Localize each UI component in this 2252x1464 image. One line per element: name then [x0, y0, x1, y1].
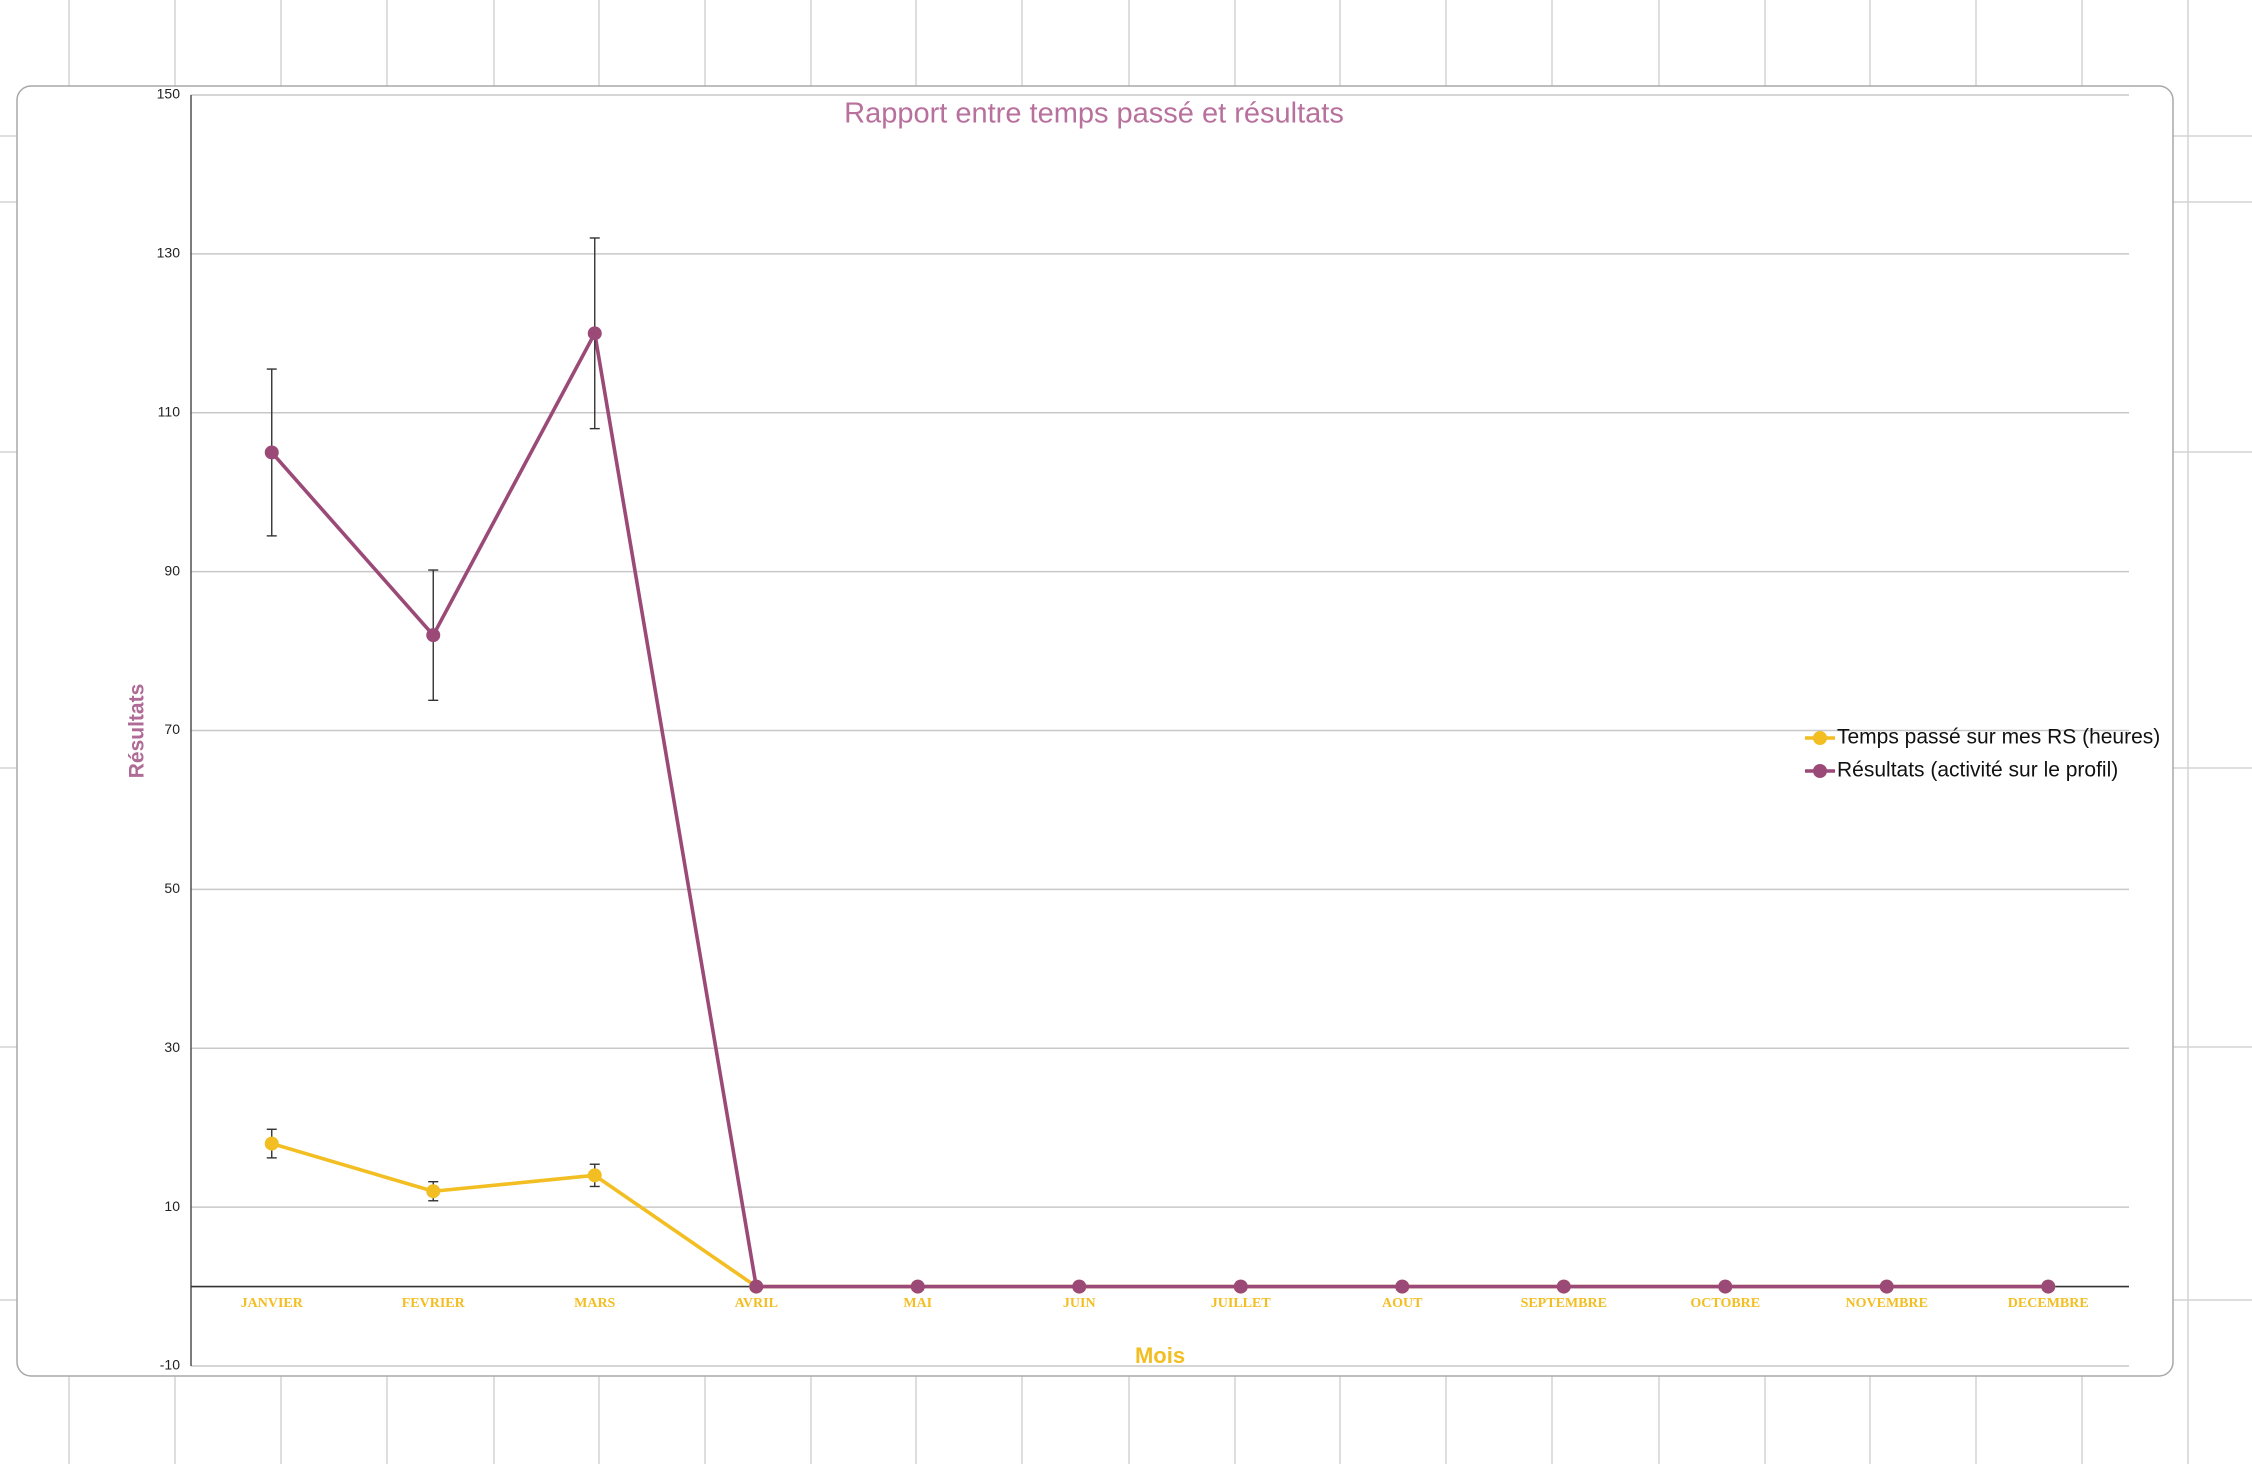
- data-point: [2041, 1279, 2056, 1294]
- x-tick-label: NOVEMBRE: [1846, 1296, 1928, 1311]
- chart-title: Rapport entre temps passé et résultats: [844, 98, 1344, 130]
- y-tick-label: 110: [158, 403, 181, 419]
- data-point: [1395, 1279, 1410, 1294]
- x-tick-label: JUILLET: [1211, 1296, 1272, 1311]
- x-tick-label: FEVRIER: [402, 1296, 466, 1311]
- data-point: [264, 1136, 279, 1151]
- y-tick-label: 70: [164, 721, 180, 737]
- data-point: [587, 326, 602, 341]
- y-tick-label: 90: [164, 562, 180, 578]
- legend-swatch: [1813, 764, 1827, 778]
- data-point: [1879, 1279, 1894, 1294]
- x-tick-label: SEPTEMBRE: [1521, 1296, 1607, 1311]
- x-tick-label: OCTOBRE: [1690, 1296, 1760, 1311]
- data-point: [910, 1279, 925, 1294]
- data-point: [587, 1168, 602, 1183]
- x-tick-label: MARS: [574, 1296, 615, 1311]
- data-point: [749, 1279, 764, 1294]
- data-point: [426, 628, 441, 643]
- data-point: [1556, 1279, 1571, 1294]
- y-tick-label: 130: [157, 245, 181, 261]
- x-tick-label: AVRIL: [735, 1296, 778, 1311]
- x-tick-label: JUIN: [1063, 1296, 1096, 1311]
- data-point: [1072, 1279, 1087, 1294]
- y-tick-label: 30: [164, 1039, 180, 1055]
- data-point: [264, 445, 279, 460]
- y-axis-title: Résultats: [126, 684, 149, 779]
- legend-label: Résultats (activité sur le profil): [1837, 759, 2118, 782]
- y-tick-label: 150: [157, 86, 181, 102]
- data-point: [426, 1184, 441, 1199]
- x-axis-title: Mois: [1135, 1343, 1185, 1368]
- data-point: [1233, 1279, 1248, 1294]
- x-tick-label: DECEMBRE: [2008, 1296, 2089, 1311]
- x-tick-label: MAI: [903, 1296, 932, 1311]
- y-tick-label: -10: [160, 1357, 180, 1373]
- x-tick-label: AOUT: [1382, 1296, 1423, 1311]
- y-tick-label: 50: [164, 880, 180, 896]
- y-tick-label: 10: [164, 1198, 180, 1214]
- legend-label: Temps passé sur mes RS (heures): [1837, 726, 2160, 749]
- series-line: [270, 331, 2049, 1289]
- legend-swatch: [1813, 731, 1827, 745]
- x-tick-label: JANVIER: [241, 1296, 304, 1311]
- data-point: [1718, 1279, 1733, 1294]
